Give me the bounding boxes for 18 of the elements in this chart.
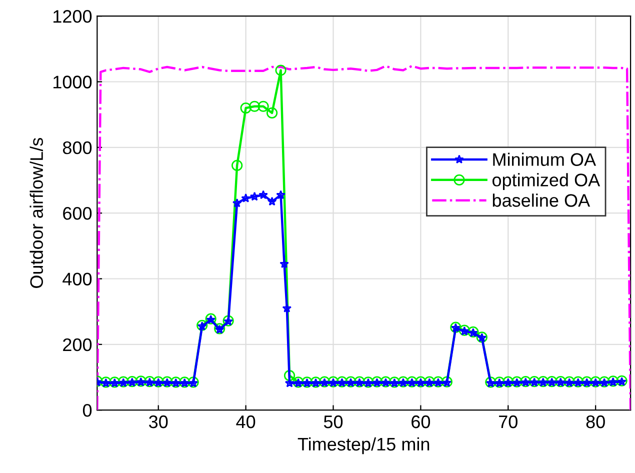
y-tick-label: 1200 bbox=[54, 10, 92, 23]
legend-label: optimized OA bbox=[492, 173, 600, 190]
x-tick-label: 40 bbox=[236, 415, 256, 428]
x-tick-label: 50 bbox=[324, 415, 343, 428]
x-tick-label: 70 bbox=[499, 415, 518, 428]
y-tick-label: 800 bbox=[62, 141, 92, 154]
x-tick-label: 80 bbox=[586, 415, 605, 428]
y-tick-label: 400 bbox=[62, 272, 92, 286]
x-tick-label: 60 bbox=[412, 415, 430, 428]
y-tick-label: 600 bbox=[63, 207, 92, 220]
x-tick-label: 30 bbox=[149, 415, 168, 428]
legend-label: baseline OA bbox=[492, 194, 590, 207]
y-tick-label: 0 bbox=[82, 404, 92, 417]
y-axis-title: Outdoor airflow/L/s bbox=[30, 138, 44, 288]
x-axis-title: Timestep/15 min bbox=[298, 437, 430, 454]
legend-label: Minimum OA bbox=[493, 152, 596, 166]
y-tick-label: 200 bbox=[63, 338, 92, 352]
y-tick-label: 1000 bbox=[54, 76, 92, 88]
